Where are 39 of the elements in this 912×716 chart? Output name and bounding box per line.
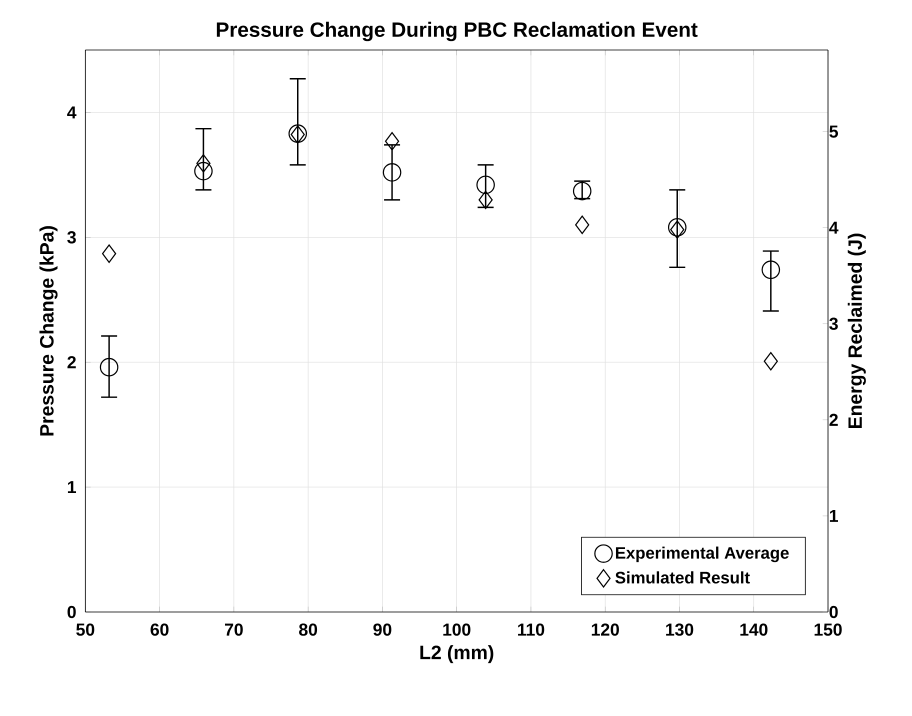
point [476, 176, 495, 194]
y2-tick-label: 4 [829, 222, 838, 234]
y2-tick-label: 3 [829, 318, 838, 330]
legend-label: Simulated Result [615, 571, 750, 584]
legend-label: Experimental Average [616, 546, 789, 562]
point [762, 260, 780, 280]
point [100, 358, 118, 376]
y-tick-label: 3 [67, 231, 76, 244]
y2-tick-label: 5 [829, 126, 838, 138]
x-tick-label: 130 [666, 623, 694, 636]
x-tick-label: 60 [150, 623, 169, 636]
point [382, 163, 402, 182]
x-axis-title: L2 (mm) [420, 645, 494, 664]
x-tick-label: 50 [76, 623, 94, 636]
point [478, 190, 493, 210]
point [194, 162, 213, 180]
point [764, 352, 778, 371]
x-tick-label: 80 [299, 623, 318, 636]
point [102, 244, 116, 263]
y-axis-title: Pressure Change (kPa) [39, 226, 58, 436]
y2-tick-label: 1 [830, 510, 838, 522]
x-tick-label: 110 [518, 623, 544, 636]
chart-title: Pressure Change During PBC Reclamation Event [216, 22, 698, 42]
y2-tick-label: 0 [830, 606, 838, 618]
x-tick-label: 140 [740, 623, 768, 636]
y2-tick-label: 2 [829, 414, 838, 426]
y-tick-label: 4 [67, 106, 76, 118]
point [575, 216, 590, 234]
y-tick-label: 2 [67, 356, 76, 368]
point [196, 154, 211, 173]
x-tick-label: 70 [224, 623, 243, 636]
x-tick-label: 100 [443, 623, 470, 636]
x-tick-label: 90 [373, 623, 392, 636]
y-tick-label: 1 [68, 481, 76, 494]
x-tick-label: 150 [814, 623, 842, 636]
y-tick-label: 0 [68, 606, 76, 618]
y2-axis-title: Energy Reclaimed (J) [848, 234, 866, 428]
point [384, 132, 400, 151]
x-tick-label: 120 [592, 623, 619, 636]
